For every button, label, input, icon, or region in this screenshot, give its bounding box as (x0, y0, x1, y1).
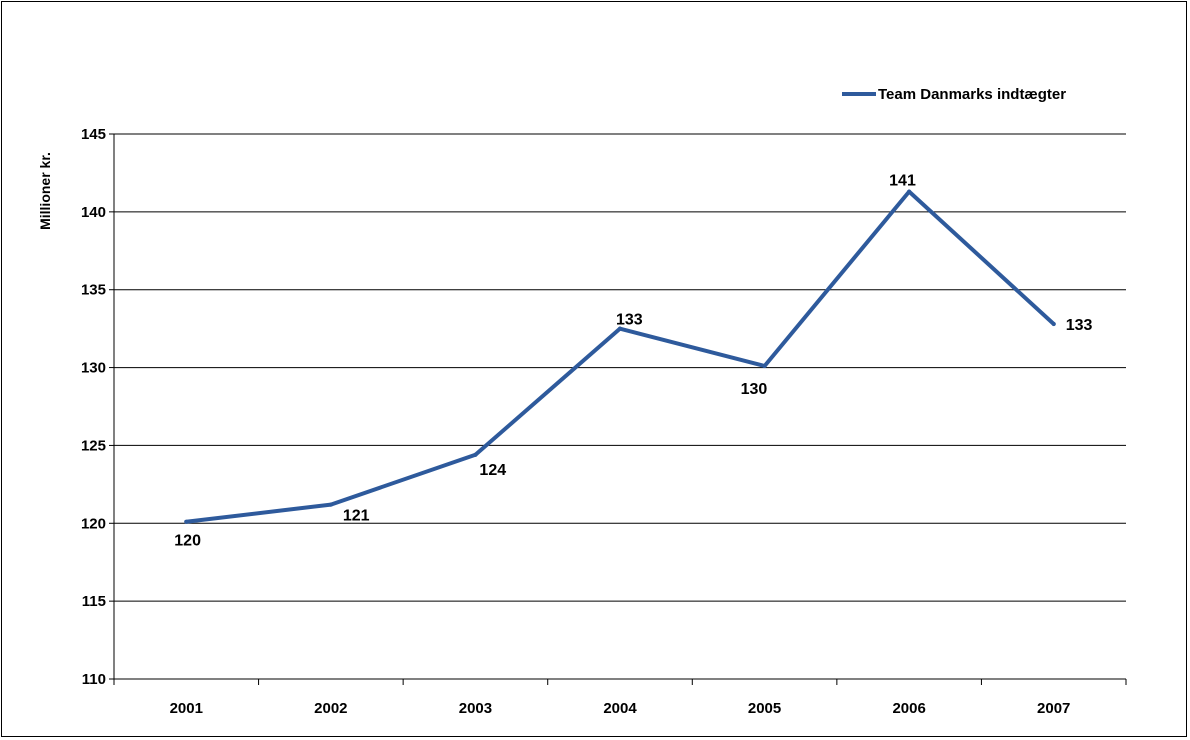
data-point (328, 502, 333, 507)
x-tick-label: 2003 (459, 700, 492, 717)
data-point (473, 452, 478, 457)
legend-label: Team Danmarks indtægter (878, 86, 1066, 103)
gridlines (114, 133, 1126, 602)
x-tick-label: 2005 (748, 700, 781, 717)
data-point (184, 519, 189, 524)
y-tick-label: 145 (81, 126, 106, 143)
data-label: 120 (174, 533, 201, 550)
legend: Team Danmarks indtægter (842, 86, 1066, 103)
y-tick-label: 110 (82, 671, 106, 688)
data-label: 133 (1066, 317, 1093, 334)
data-point (907, 189, 912, 194)
y-tick-label: 135 (81, 282, 106, 299)
axes (109, 133, 1127, 685)
series-segment (473, 326, 622, 457)
data-point (618, 326, 622, 331)
data-label: 130 (741, 381, 768, 398)
x-tick-labels: 2001 2002 2003 2004 2005 2006 2007 (170, 700, 1071, 717)
y-tick-labels: 110 115 120 125 130 135 140 145 (81, 126, 106, 688)
y-axis-title: Millioner kr. (37, 152, 53, 230)
y-tick-label: 120 (81, 515, 106, 532)
data-label: 121 (343, 508, 370, 525)
data-point (1051, 321, 1056, 326)
series-segment (328, 452, 478, 507)
series-segment (618, 326, 767, 369)
series-segment (907, 189, 1056, 326)
x-tick-label: 2007 (1037, 700, 1070, 717)
x-tick-label: 2001 (170, 700, 203, 717)
data-labels: 120 121 124 133 130 141 133 (174, 173, 1092, 550)
y-tick-label: 130 (81, 360, 106, 377)
series-segment (184, 502, 333, 524)
data-point (762, 364, 767, 369)
y-tick-label: 125 (81, 437, 106, 454)
x-tick-label: 2004 (603, 700, 637, 717)
data-label: 124 (479, 462, 506, 479)
x-tick-label: 2006 (892, 700, 925, 717)
data-label: 141 (889, 173, 916, 190)
data-label: 133 (616, 312, 643, 329)
series-group (184, 189, 1056, 524)
series-segment (762, 189, 912, 369)
y-tick-label: 140 (81, 204, 106, 221)
x-tick-label: 2002 (314, 700, 347, 717)
y-tick-label: 115 (82, 593, 106, 610)
